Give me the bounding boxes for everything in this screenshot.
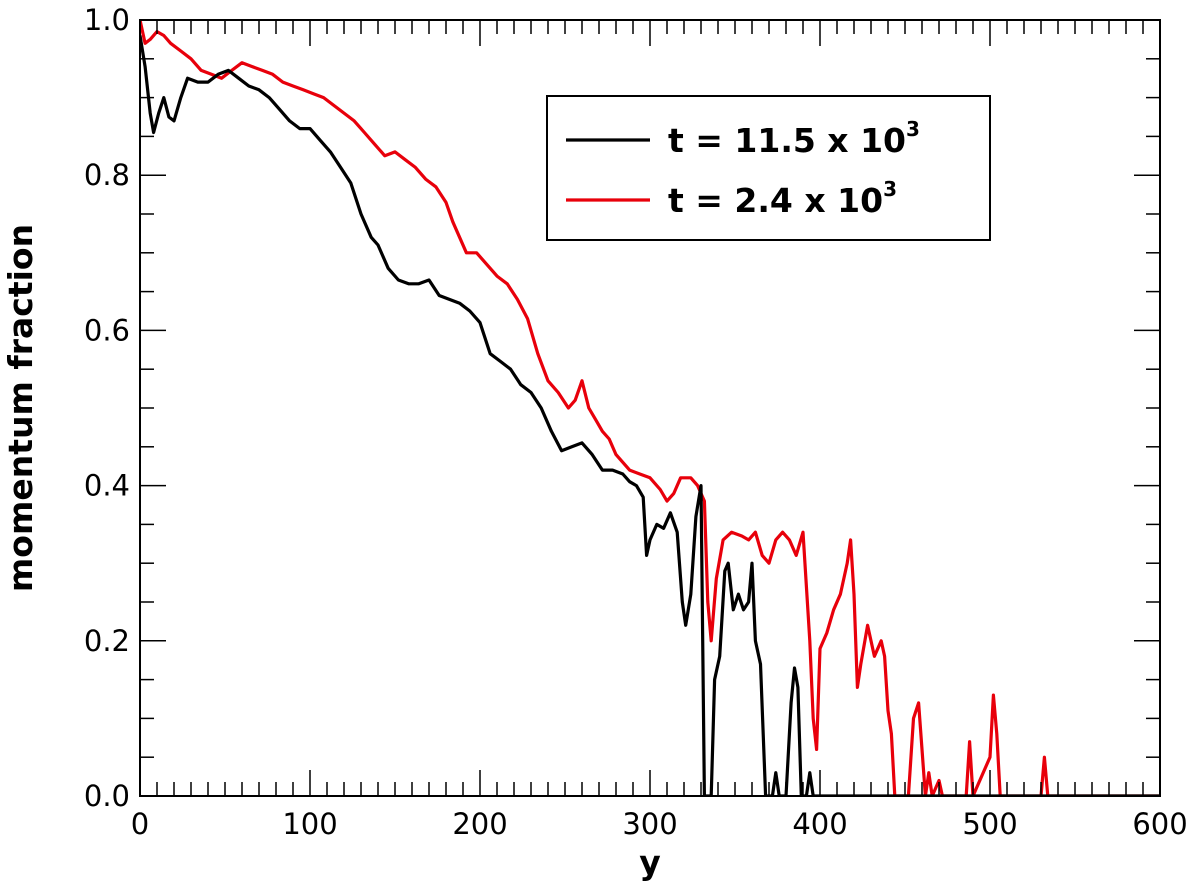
x-tick-label: 100 — [282, 807, 337, 841]
y-tick-label: 0.2 — [84, 624, 130, 658]
legend-box — [546, 95, 991, 241]
x-tick-label: 500 — [962, 807, 1017, 841]
y-axis-title: momentum fraction — [1, 224, 40, 592]
y-tick-label: 0.6 — [84, 313, 130, 347]
x-tick-label: 600 — [1132, 807, 1187, 841]
y-axis-ticks: 0.0 0.2 0.4 0.6 0.8 1.0 — [84, 3, 1160, 813]
x-axis-title: y — [639, 843, 661, 882]
x-axis-ticks: 0 100 200 300 400 500 600 — [131, 20, 1188, 841]
x-tick-label: 200 — [452, 807, 507, 841]
y-tick-label: 0.0 — [84, 779, 130, 813]
legend-label: t = 2.4 x 103 — [668, 177, 897, 220]
y-tick-label: 0.4 — [84, 469, 130, 503]
legend-label: t = 11.5 x 103 — [668, 117, 920, 160]
series-line — [140, 35, 1160, 796]
x-tick-label: 300 — [622, 807, 677, 841]
y-tick-label: 1.0 — [84, 3, 130, 37]
x-tick-label: 400 — [792, 807, 847, 841]
x-tick-label: 0 — [131, 807, 149, 841]
plot-marks — [140, 20, 1160, 796]
y-tick-label: 0.8 — [84, 158, 130, 192]
legend: t = 11.5 x 103 t = 2.4 x 103 — [546, 95, 991, 241]
series-line — [140, 20, 1160, 796]
